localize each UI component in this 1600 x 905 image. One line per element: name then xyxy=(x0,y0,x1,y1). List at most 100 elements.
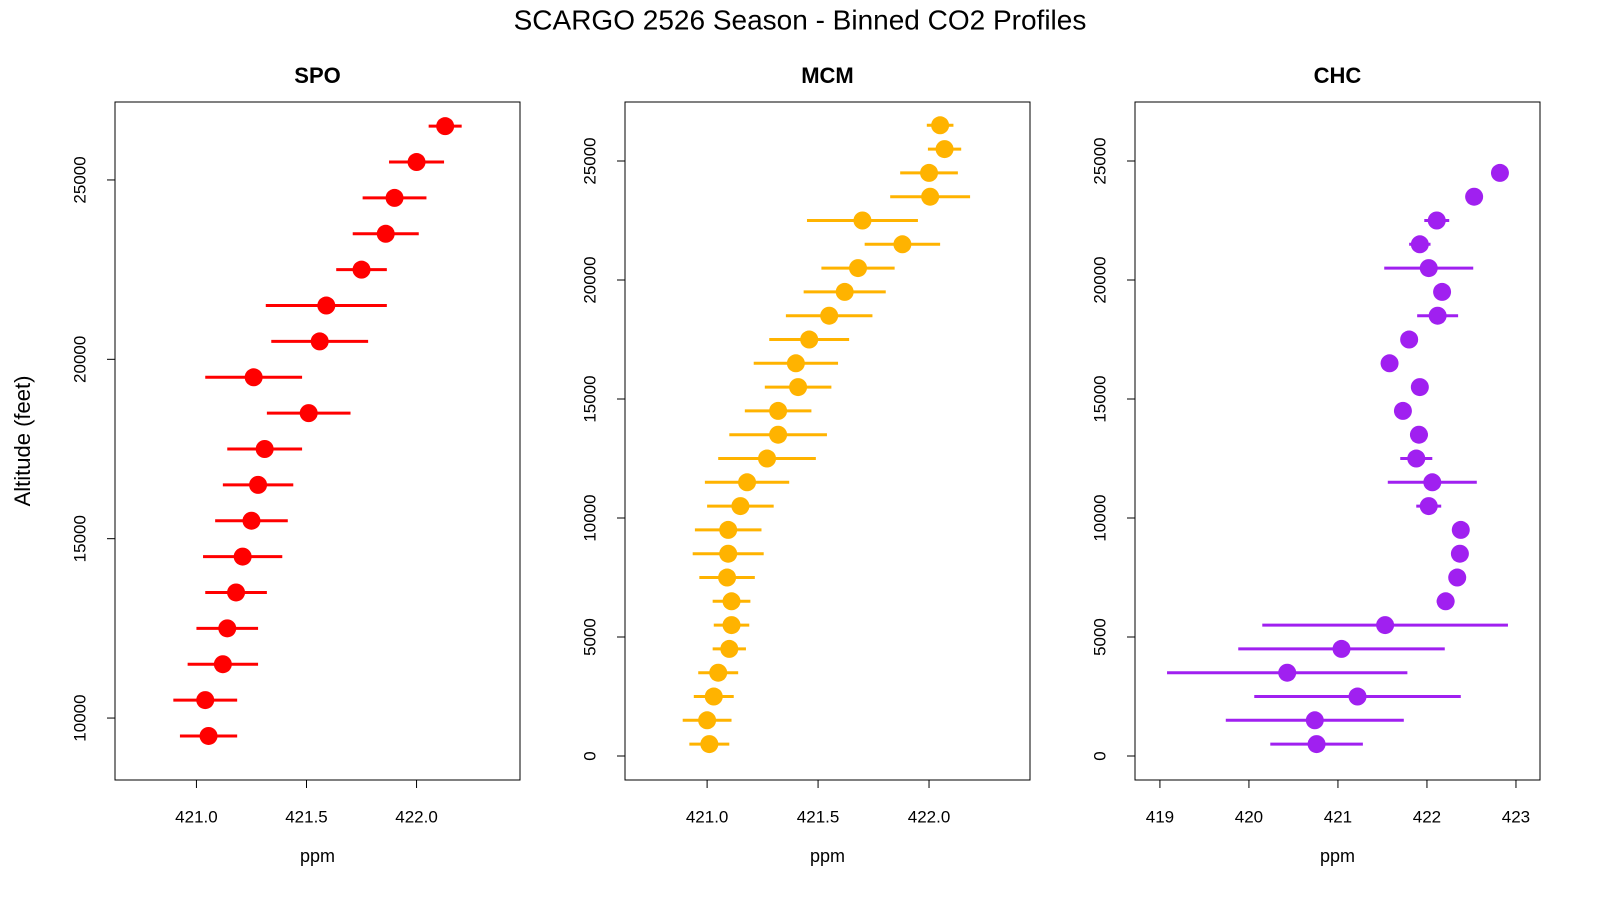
point xyxy=(407,153,426,172)
point xyxy=(698,711,717,730)
point xyxy=(800,330,819,349)
y-tick-label: 15000 xyxy=(70,515,89,562)
point xyxy=(1433,282,1452,301)
point xyxy=(1419,497,1438,516)
point xyxy=(376,224,395,243)
x-tick-label: 422.0 xyxy=(908,807,951,826)
x-tick-label: 421.5 xyxy=(285,807,328,826)
point xyxy=(233,547,252,566)
point xyxy=(820,306,839,325)
point xyxy=(920,163,939,182)
point xyxy=(1410,378,1429,397)
point xyxy=(385,188,404,207)
point xyxy=(835,282,854,301)
point xyxy=(786,354,805,373)
point xyxy=(199,726,218,745)
point xyxy=(352,260,371,279)
y-tick-label: 10000 xyxy=(1090,494,1109,541)
point xyxy=(1427,211,1446,230)
point xyxy=(1348,687,1367,706)
y-tick-label: 10000 xyxy=(580,494,599,541)
point xyxy=(1407,449,1426,468)
point xyxy=(709,663,728,682)
point xyxy=(769,425,788,444)
y-tick-label: 15000 xyxy=(1090,375,1109,422)
point xyxy=(317,296,336,315)
point xyxy=(1332,639,1351,658)
point xyxy=(1450,544,1469,563)
point xyxy=(719,544,738,563)
point xyxy=(921,187,940,206)
y-axis-label: Altitude (feet) xyxy=(10,376,35,507)
point xyxy=(853,211,872,230)
point xyxy=(242,511,261,530)
panel-title: MCM xyxy=(801,63,854,88)
y-tick-label: 0 xyxy=(1090,751,1109,760)
point xyxy=(1419,259,1438,278)
x-tick-label: 421.0 xyxy=(686,807,729,826)
point xyxy=(738,473,757,492)
point xyxy=(1436,592,1455,611)
x-axis-label: ppm xyxy=(300,846,335,866)
point xyxy=(731,497,750,516)
point xyxy=(1410,235,1429,254)
point xyxy=(719,520,738,539)
panel-title: SPO xyxy=(294,63,340,88)
point xyxy=(1448,568,1467,587)
point xyxy=(255,439,274,458)
x-tick-label: 422 xyxy=(1413,807,1441,826)
point xyxy=(758,449,777,468)
y-tick-label: 20000 xyxy=(580,256,599,303)
point xyxy=(718,568,737,587)
y-tick-label: 25000 xyxy=(70,156,89,203)
point xyxy=(1409,425,1428,444)
y-tick-label: 25000 xyxy=(580,137,599,184)
point xyxy=(1490,163,1509,182)
point xyxy=(1305,711,1324,730)
point xyxy=(244,368,263,387)
point xyxy=(704,687,723,706)
point xyxy=(769,401,788,420)
x-tick-label: 419 xyxy=(1146,807,1174,826)
point xyxy=(893,235,912,254)
point xyxy=(436,117,455,136)
panel-title: CHC xyxy=(1314,63,1362,88)
point xyxy=(1380,354,1399,373)
point xyxy=(722,592,741,611)
point xyxy=(310,332,329,351)
point xyxy=(213,655,232,674)
x-tick-label: 422.0 xyxy=(395,807,438,826)
y-tick-label: 0 xyxy=(580,751,599,760)
point xyxy=(299,404,318,423)
point xyxy=(1278,663,1297,682)
x-tick-label: 420 xyxy=(1235,807,1263,826)
x-tick-label: 421.5 xyxy=(797,807,840,826)
point xyxy=(1307,735,1326,754)
point xyxy=(720,639,739,658)
y-tick-label: 10000 xyxy=(70,694,89,741)
point xyxy=(227,583,246,602)
x-tick-label: 423 xyxy=(1502,807,1530,826)
point xyxy=(849,259,868,278)
point xyxy=(700,735,719,754)
x-axis-label: ppm xyxy=(1320,846,1355,866)
y-tick-label: 15000 xyxy=(580,375,599,422)
point xyxy=(722,616,741,635)
y-tick-label: 5000 xyxy=(580,618,599,656)
plot-frame xyxy=(114,101,521,781)
point xyxy=(1451,520,1470,539)
x-tick-label: 421.0 xyxy=(175,807,218,826)
point xyxy=(1400,330,1419,349)
point xyxy=(196,691,215,710)
plot-frame xyxy=(624,101,1031,781)
point xyxy=(1428,306,1447,325)
y-tick-label: 5000 xyxy=(1090,618,1109,656)
figure-title: SCARGO 2526 Season - Binned CO2 Profiles xyxy=(514,4,1087,35)
point xyxy=(789,378,808,397)
point xyxy=(218,619,237,638)
point xyxy=(935,140,954,159)
point xyxy=(931,116,950,135)
point xyxy=(1423,473,1442,492)
